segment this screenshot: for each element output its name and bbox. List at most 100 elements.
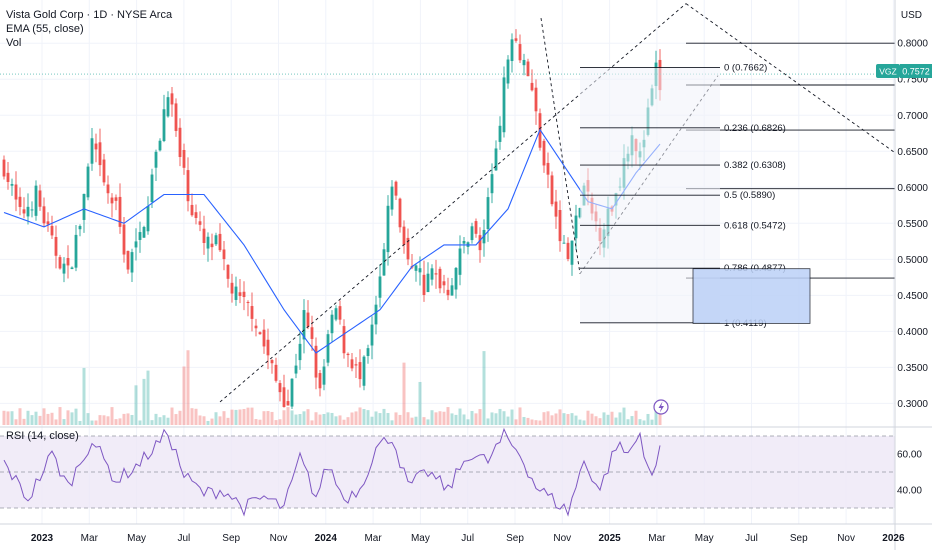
ema-legend[interactable]: EMA (55, close) (6, 23, 84, 35)
volume-bar (370, 416, 374, 425)
candle-body (238, 292, 242, 296)
candle-body (190, 204, 194, 216)
rsi-tick-0: 60.00 (897, 450, 922, 461)
candle-body (414, 265, 418, 271)
volume-bar (70, 412, 74, 425)
candle-body (430, 268, 434, 280)
candle-body (26, 206, 30, 217)
candle-body (210, 243, 214, 248)
candle-body (230, 282, 234, 294)
volume-bar (530, 419, 534, 425)
volume-bar (398, 414, 402, 425)
candle-body (6, 172, 10, 182)
volume-bar (290, 410, 294, 425)
candle-body (122, 224, 126, 255)
volume-bar (394, 412, 398, 425)
candle-body (290, 378, 294, 407)
candle-body (534, 87, 538, 112)
volume-bar (66, 410, 70, 425)
volume-bar (598, 418, 602, 425)
time-tick-14: May (695, 533, 714, 544)
candle-body (282, 387, 286, 407)
price-tick-8: 0.4000 (897, 327, 928, 338)
candle-body (130, 252, 134, 273)
volume-bar (54, 419, 58, 425)
candle-body (46, 221, 50, 225)
candle-body (50, 225, 54, 236)
candle-body (326, 334, 330, 363)
candle-body (294, 365, 298, 374)
candle-body (342, 326, 346, 354)
candle-body (206, 236, 210, 249)
volume-bar (174, 414, 178, 425)
price-tick-9: 0.3500 (897, 363, 928, 374)
fib-label-4: 0.618 (0.5472) (724, 220, 786, 231)
volume-bar (330, 412, 334, 425)
vol-legend[interactable]: Vol (6, 37, 22, 49)
volume-bar (458, 408, 462, 425)
volume-bar (114, 419, 118, 425)
volume-bar (210, 418, 214, 425)
price-axis[interactable]: 0.8000 0.7500 0.7000 0.6500 0.6000 0.5500 0.50… (897, 39, 928, 410)
candle-body (10, 184, 14, 186)
candle-body (518, 44, 522, 61)
candle-body (254, 325, 258, 329)
volume-bar (274, 420, 278, 425)
volume-bar (118, 418, 122, 425)
ema-line (3, 128, 661, 354)
time-tick-17: Nov (837, 533, 855, 544)
volume-bar (138, 420, 142, 425)
time-axis[interactable]: 2023 Mar May Jul Sep Nov 2024 Mar May Jul Sep Nov 20… (31, 533, 905, 544)
candle-body (162, 109, 166, 142)
volume-bar (58, 407, 62, 425)
volume-bar (102, 415, 106, 425)
volume-bar (590, 413, 594, 425)
candle-body (470, 226, 474, 241)
volume-bar (470, 410, 474, 425)
time-tick-7: Mar (364, 533, 382, 544)
volume-bar (258, 419, 262, 425)
volume-bar (442, 411, 446, 425)
candle-body (498, 125, 502, 142)
time-tick-2: May (127, 533, 146, 544)
volume-bar (2, 410, 6, 425)
candle-body (18, 196, 22, 207)
volume-bar (306, 409, 310, 425)
rsi-axis[interactable]: 60.00 40.00 (897, 450, 922, 497)
candle-body (574, 215, 578, 239)
volume-bar (614, 417, 618, 425)
volume-bar (538, 420, 542, 425)
candle-body (2, 159, 6, 177)
candle-body (398, 198, 402, 228)
volume-bar (358, 407, 362, 425)
fibonacci-retracement[interactable]: 0 (0.7662) 0.236 (0.6826) 0.382 (0.6308) 0.… (580, 63, 811, 329)
price-tick-3: 0.6500 (897, 147, 928, 158)
volume-bar (378, 413, 382, 425)
volume-bar (86, 413, 90, 425)
descending-trendline (685, 3, 896, 154)
candle-body (434, 273, 438, 275)
volume-bar (506, 416, 510, 425)
volume-bar (162, 415, 166, 425)
lightning-icon[interactable] (653, 399, 669, 415)
volume-bar (242, 408, 246, 425)
candle-body (58, 257, 62, 269)
drop-trendline (540, 17, 581, 274)
volume-bar (110, 407, 114, 425)
candle-body (346, 353, 350, 356)
volume-bar (350, 412, 354, 425)
volume-bar (282, 410, 286, 425)
candle-body (310, 327, 314, 339)
rsi-legend[interactable]: RSI (14, close) (6, 430, 79, 442)
symbol-title[interactable]: Vista Gold Corp · 1D · NYSE Arca (6, 9, 173, 21)
volume-bar (286, 407, 290, 425)
rsi-line (3, 427, 661, 517)
candle-body (394, 181, 398, 196)
volume-bar (62, 419, 66, 425)
candle-body (462, 240, 466, 244)
price-tick-10: 0.3000 (897, 399, 928, 410)
candle-body (382, 249, 386, 276)
time-tick-5: Nov (270, 533, 288, 544)
candle-body (478, 235, 482, 251)
